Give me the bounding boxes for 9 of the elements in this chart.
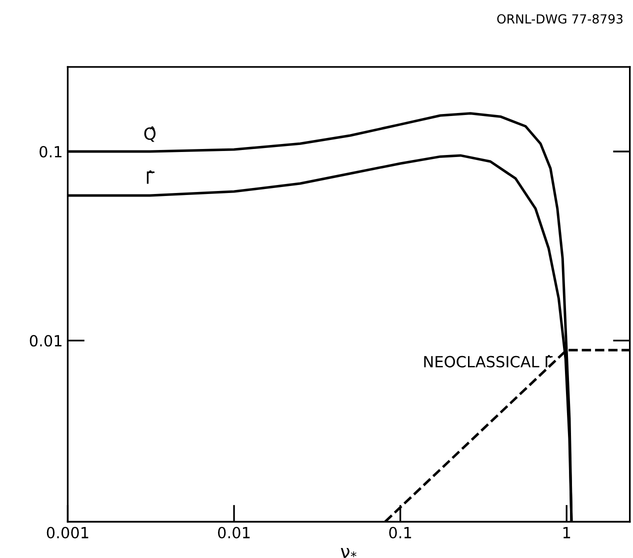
series-label: NEOCLASSICAL Γ̂: [424, 355, 553, 368]
x-tick-label: 0.01: [218, 526, 250, 538]
series-label: Q̂: [144, 126, 156, 142]
series-label: Γ̂: [146, 170, 154, 184]
x-tick-label: 1: [563, 527, 570, 538]
x-tick-label: 0.1: [389, 526, 412, 538]
x-tick-label: 0.001: [46, 526, 88, 538]
text: ORNL-DWG 77-8793: [497, 14, 622, 24]
x-axis-title: ν$_{*}$: [340, 548, 356, 558]
